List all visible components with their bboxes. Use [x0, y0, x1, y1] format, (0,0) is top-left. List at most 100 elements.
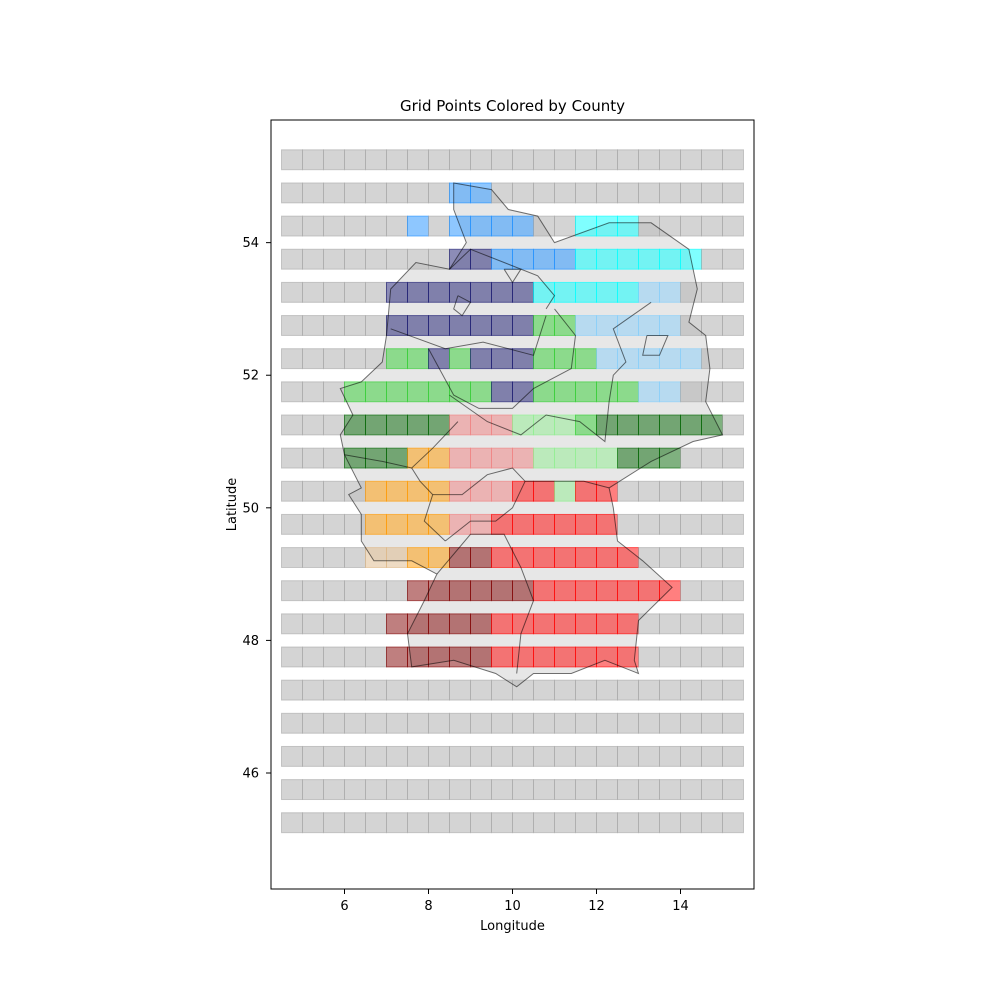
- grid-cell: [554, 580, 576, 602]
- grid-cell: [512, 646, 534, 668]
- grid-cell: [302, 149, 324, 171]
- grid-cell: [596, 149, 618, 171]
- grid-cell: [701, 447, 723, 469]
- grid-cell: [659, 580, 681, 602]
- grid-cell: [659, 447, 681, 469]
- grid-cell: [533, 712, 555, 734]
- grid-cell: [659, 348, 681, 370]
- grid-cell: [617, 414, 639, 436]
- grid-cell: [449, 646, 471, 668]
- state-border-11: [453, 295, 472, 317]
- grid-cell: [470, 348, 492, 370]
- grid-cell: [302, 381, 324, 403]
- grid-cell: [596, 812, 618, 834]
- grid-cell: [722, 447, 744, 469]
- grid-cell: [680, 646, 702, 668]
- grid-cell: [554, 480, 576, 502]
- grid-cell: [344, 381, 366, 403]
- grid-cell: [323, 149, 345, 171]
- grid-cell: [323, 646, 345, 668]
- grid-cell: [302, 447, 324, 469]
- grid-cell: [386, 745, 408, 767]
- grid-cell: [659, 513, 681, 535]
- grid-cell: [407, 182, 429, 204]
- grid-cell: [302, 480, 324, 502]
- grid-cell: [596, 613, 618, 635]
- grid-cell: [365, 745, 387, 767]
- grid-cell: [302, 712, 324, 734]
- grid-cell: [575, 248, 597, 270]
- grid-cell: [638, 248, 660, 270]
- grid-cell: [701, 679, 723, 701]
- grid-cell: [680, 315, 702, 336]
- y-tick-label: 52: [242, 369, 259, 384]
- grid-cell: [281, 414, 303, 436]
- grid-cell: [281, 513, 303, 535]
- grid-cell: [680, 580, 702, 602]
- grid-cell: [470, 381, 492, 403]
- grid-cell: [344, 248, 366, 270]
- grid-cell: [680, 779, 702, 801]
- grid-cell: [281, 248, 303, 270]
- grid-cell: [638, 712, 660, 734]
- grid-cell: [680, 281, 702, 303]
- grid-cell: [470, 547, 492, 568]
- grid-cell: [596, 381, 618, 403]
- grid-cell: [638, 182, 660, 204]
- grid-cell: [491, 646, 513, 668]
- grid-cells-layer: [281, 149, 744, 834]
- grid-cell: [428, 182, 450, 204]
- grid-cell: [428, 348, 450, 370]
- grid-cell: [428, 447, 450, 469]
- grid-cell: [386, 513, 408, 535]
- grid-cell: [470, 281, 492, 303]
- grid-cell: [722, 679, 744, 701]
- grid-cell: [407, 613, 429, 635]
- grid-cell: [617, 248, 639, 270]
- grid-cell: [554, 547, 576, 568]
- grid-cell: [533, 149, 555, 171]
- grid-cell: [617, 480, 639, 502]
- grid-cell: [386, 547, 408, 568]
- grid-cell: [281, 613, 303, 635]
- grid-cell: [428, 315, 450, 336]
- grid-cell: [680, 149, 702, 171]
- grid-cell: [722, 480, 744, 502]
- grid-cell: [701, 215, 723, 237]
- grid-cell: [617, 745, 639, 767]
- grid-cell: [722, 315, 744, 336]
- grid-cell: [533, 679, 555, 701]
- grid-cell: [407, 215, 429, 237]
- grid-cell: [449, 348, 471, 370]
- grid-cell: [554, 414, 576, 436]
- grid-cell: [638, 812, 660, 834]
- grid-cell: [344, 513, 366, 535]
- grid-cell: [638, 679, 660, 701]
- grid-cell: [323, 348, 345, 370]
- grid-cell: [575, 580, 597, 602]
- grid-cell: [470, 679, 492, 701]
- state-border-4: [449, 301, 652, 443]
- grid-cell: [659, 812, 681, 834]
- grid-cell: [323, 248, 345, 270]
- grid-cell: [617, 513, 639, 535]
- grid-cell: [365, 812, 387, 834]
- grid-cell: [386, 348, 408, 370]
- grid-cell: [302, 315, 324, 336]
- grid-cell: [386, 315, 408, 336]
- grid-cell: [701, 646, 723, 668]
- grid-cell: [428, 779, 450, 801]
- grid-cell: [365, 779, 387, 801]
- grid-cell: [386, 779, 408, 801]
- grid-cell: [386, 613, 408, 635]
- grid-cell: [575, 712, 597, 734]
- grid-cell: [281, 812, 303, 834]
- x-tick-label: 6: [340, 899, 348, 914]
- grid-cell: [491, 480, 513, 502]
- grid-cell: [302, 779, 324, 801]
- grid-cell: [638, 513, 660, 535]
- grid-cell: [638, 646, 660, 668]
- grid-cell: [449, 812, 471, 834]
- grid-cell: [617, 712, 639, 734]
